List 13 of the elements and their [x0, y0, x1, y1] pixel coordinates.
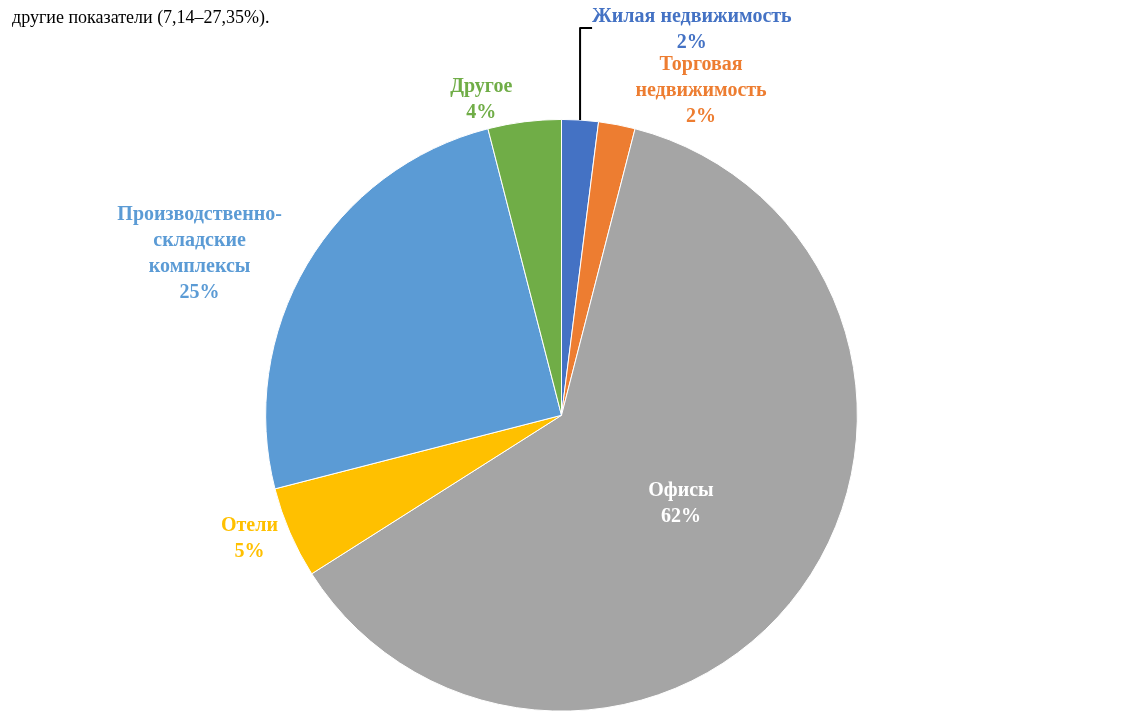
data-label: 62%	[660, 504, 701, 527]
slice-label: Производственно-складские комплексы	[117, 201, 282, 276]
data-label: 25%	[179, 279, 220, 302]
slice-label: Жилая недвижимость	[592, 3, 793, 26]
slice-label: Офисы	[648, 478, 715, 502]
data-label: 4%	[466, 100, 497, 123]
slice-label: Другое	[450, 74, 513, 98]
data-label: 5%	[234, 538, 265, 561]
slice-label: Отели	[220, 512, 278, 535]
data-label: 2%	[686, 103, 717, 126]
slice-label: Торговая недвижимость	[635, 51, 768, 100]
data-label: 2%	[676, 29, 707, 52]
text: другие показатели (7,14–27,35%).	[12, 7, 270, 28]
